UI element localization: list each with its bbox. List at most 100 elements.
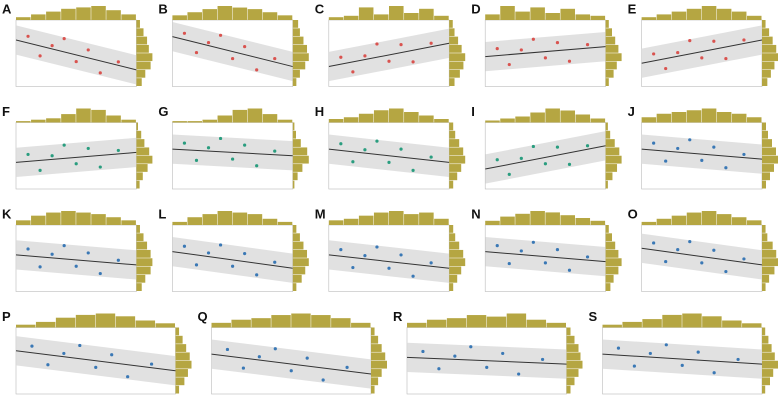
- y-hist-bar: [136, 130, 142, 139]
- x-hist-bar: [722, 320, 742, 328]
- point: [38, 168, 42, 172]
- x-hist-bar: [232, 7, 248, 20]
- x-hist-bar: [515, 116, 530, 123]
- x-hist-bar: [656, 14, 672, 20]
- point: [387, 59, 391, 63]
- y-hist-bar: [449, 122, 454, 131]
- point: [724, 56, 728, 61]
- x-hist-bar: [247, 108, 263, 123]
- point: [688, 39, 692, 43]
- point: [50, 44, 54, 48]
- x-hist-bar: [701, 108, 717, 123]
- y-hist-bar: [292, 139, 301, 147]
- x-hist-bar: [407, 322, 427, 328]
- fit-line: [641, 148, 762, 160]
- point: [519, 249, 523, 253]
- x-hist-bar: [262, 114, 278, 123]
- point: [86, 146, 90, 151]
- x-hist-bar: [262, 12, 278, 20]
- point: [507, 261, 511, 266]
- y-hist-bar: [371, 344, 382, 352]
- point: [676, 248, 680, 252]
- point: [688, 138, 692, 142]
- panel: G: [158, 104, 309, 190]
- point: [50, 154, 54, 158]
- x-hist-bar: [187, 217, 202, 225]
- x-hist-bar: [35, 321, 56, 328]
- x-hist-bar: [31, 14, 46, 20]
- panel-label: L: [158, 206, 166, 221]
- y-hist-bar: [762, 266, 775, 275]
- fit-line: [485, 251, 606, 263]
- y-hist-bar: [605, 233, 612, 242]
- panel: C: [315, 1, 466, 87]
- y-hist-bar: [762, 172, 770, 181]
- y-hist-bar: [292, 258, 309, 267]
- panel-label: D: [471, 1, 480, 16]
- x-hist-bar: [172, 15, 187, 20]
- point: [273, 347, 277, 351]
- point: [652, 52, 656, 56]
- y-hist-bar: [175, 377, 185, 386]
- x-hist-bar: [351, 322, 371, 328]
- y-hist-bar: [175, 385, 180, 394]
- x-hist-bar: [46, 118, 61, 123]
- y-hist-bar: [605, 36, 616, 45]
- y-hist-bar: [449, 233, 456, 242]
- point: [363, 148, 367, 152]
- point: [700, 56, 704, 60]
- y-hist-bar: [136, 241, 148, 250]
- y-hist-bar: [605, 78, 609, 86]
- x-hist-bar: [686, 8, 702, 20]
- x-hist-bar: [121, 119, 136, 123]
- point: [555, 145, 560, 149]
- y-hist-bar: [292, 164, 303, 172]
- point: [421, 349, 425, 354]
- x-hist-bar: [202, 9, 218, 20]
- point: [567, 268, 572, 272]
- panel-label: J: [628, 104, 635, 119]
- point: [26, 247, 30, 251]
- y-hist-bar: [292, 283, 297, 291]
- point: [363, 54, 367, 58]
- y-hist-bar: [762, 385, 766, 394]
- y-hist-bar: [292, 274, 302, 283]
- panel: A: [2, 1, 153, 87]
- x-hist-bar: [277, 15, 293, 20]
- y-hist-bar: [136, 155, 153, 164]
- point: [182, 141, 187, 145]
- y-hist-bar: [762, 360, 778, 369]
- y-hist-bar: [605, 241, 616, 250]
- panel-label: G: [158, 104, 168, 119]
- y-hist-bar: [449, 274, 458, 283]
- x-hist-bar: [641, 17, 657, 20]
- y-hist-bar: [292, 266, 306, 275]
- point: [736, 357, 740, 362]
- x-hist-bar: [545, 108, 560, 123]
- y-hist-bar: [605, 180, 608, 189]
- panel: N: [471, 206, 622, 292]
- x-hist-bar: [590, 15, 606, 20]
- y-hist-bar: [449, 36, 459, 45]
- y-hist-bar: [136, 44, 149, 53]
- x-hist-bar: [530, 211, 545, 225]
- y-hist-bar: [762, 164, 774, 172]
- panel-label: A: [2, 1, 12, 16]
- y-hist-bar: [605, 61, 617, 70]
- x-hist-bar: [187, 12, 202, 20]
- y-hist-bar: [762, 233, 768, 242]
- y-hist-bar: [762, 20, 766, 28]
- point: [387, 160, 391, 164]
- point: [411, 274, 415, 278]
- y-hist-bar: [136, 147, 150, 156]
- x-hist-bar: [121, 14, 136, 20]
- x-hist-bar: [373, 14, 389, 20]
- y-hist-bar: [605, 266, 619, 275]
- fit-line: [328, 254, 450, 269]
- point: [543, 56, 548, 60]
- y-hist-bar: [175, 369, 188, 377]
- y-hist-bar: [449, 28, 455, 37]
- x-hist-bar: [641, 221, 657, 225]
- fit-line: [16, 254, 137, 266]
